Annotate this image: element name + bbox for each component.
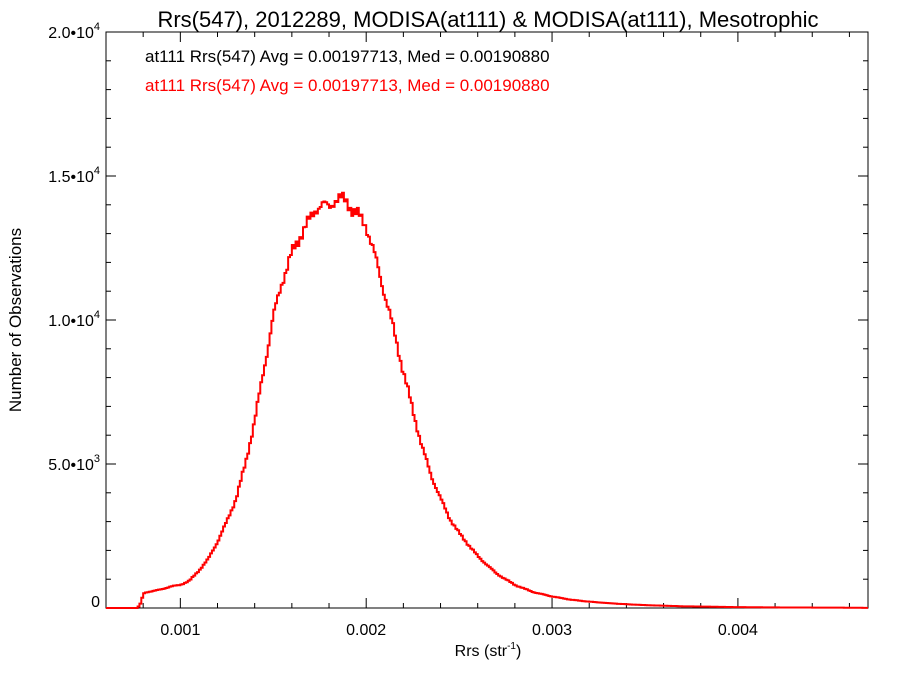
y-tick-label-mantissa: 0 bbox=[91, 594, 100, 611]
y-tick-label-mantissa: 2.0•10 bbox=[48, 25, 94, 42]
y-tick-label: 5.0•103 bbox=[48, 453, 100, 474]
y-tick-label: 2.0•104 bbox=[48, 21, 100, 42]
series-layer bbox=[106, 191, 868, 609]
chart-title: Rrs(547), 2012289, MODISA(at111) & MODIS… bbox=[157, 7, 818, 32]
x-axis-label: Rrs (str-1) bbox=[455, 641, 522, 660]
y-tick-label-exponent: 4 bbox=[94, 21, 100, 33]
y-tick-label: 0 bbox=[91, 594, 100, 611]
y-tick-label-mantissa: 1.0•10 bbox=[48, 313, 94, 330]
y-tick-label-mantissa: 1.5•10 bbox=[48, 169, 94, 186]
x-tick-label: 0.001 bbox=[160, 622, 200, 639]
x-axis-label-close: ) bbox=[516, 643, 521, 660]
x-axis-label-superscript: -1 bbox=[507, 641, 516, 652]
y-tick-label-exponent: 4 bbox=[94, 165, 100, 177]
legend-entry-red: at111 Rrs(547) Avg = 0.00197713, Med = 0… bbox=[145, 76, 550, 95]
x-tick-label: 0.002 bbox=[346, 622, 386, 639]
histogram-series-line bbox=[106, 191, 868, 609]
legend-entry-black: at111 Rrs(547) Avg = 0.00197713, Med = 0… bbox=[145, 47, 550, 66]
y-tick-label: 1.5•104 bbox=[48, 165, 100, 186]
y-tick-label-exponent: 4 bbox=[94, 309, 100, 321]
y-tick-label-mantissa: 5.0•10 bbox=[48, 457, 94, 474]
y-axis-label: Number of Observations bbox=[6, 228, 25, 412]
x-tick-label: 0.003 bbox=[532, 622, 572, 639]
x-axis-label-main: Rrs (str bbox=[455, 643, 508, 660]
y-tick-label: 1.0•104 bbox=[48, 309, 100, 330]
x-tick-label: 0.004 bbox=[718, 622, 758, 639]
x-axis: 0.001 0.002 0.003 0.004 bbox=[105, 32, 850, 639]
y-tick-label-exponent: 3 bbox=[94, 453, 100, 465]
